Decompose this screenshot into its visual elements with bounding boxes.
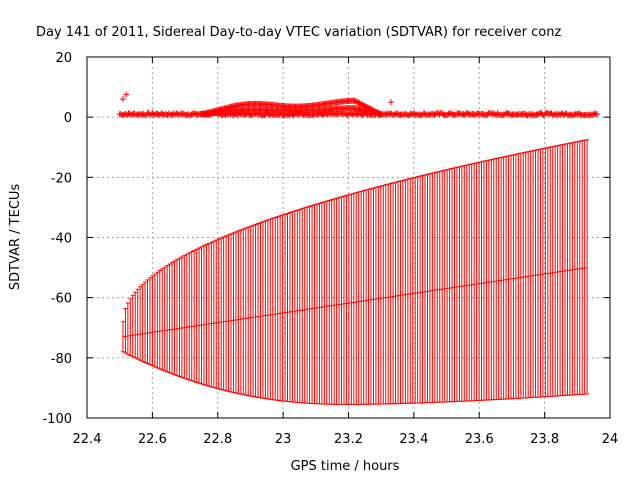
y-tick-label: -40: [51, 232, 72, 247]
plus-marker: [571, 111, 578, 118]
plus-marker: [178, 111, 185, 118]
plus-marker: [188, 111, 195, 118]
x-tick-label: 23.4: [399, 432, 428, 447]
plus-marker: [238, 110, 245, 117]
plus-marker: [150, 111, 157, 118]
plus-marker: [387, 99, 394, 106]
plus-marker: [326, 110, 333, 117]
plus-marker: [532, 112, 539, 119]
y-tick-label: -20: [51, 171, 72, 186]
plus-marker: [468, 111, 475, 118]
plus-marker: [547, 110, 554, 117]
plus-marker: [591, 110, 598, 117]
plus-marker: [165, 110, 172, 117]
plus-marker: [444, 112, 451, 119]
plus-marker: [587, 112, 594, 119]
plus-marker: [162, 111, 169, 118]
plus-marker: [248, 111, 255, 118]
plus-marker: [553, 112, 560, 119]
plus-marker: [354, 111, 361, 118]
plus-marker: [422, 112, 429, 119]
plus-marker: [295, 111, 302, 118]
plus-marker: [499, 112, 506, 119]
plus-marker: [140, 111, 147, 118]
x-tick-label: 24: [602, 432, 619, 447]
chart-title: Day 141 of 2011, Sidereal Day-to-day VTE…: [36, 25, 561, 40]
x-tick-label: 23.2: [334, 432, 363, 447]
x-tick-label: 23: [275, 432, 292, 447]
plus-marker: [446, 110, 453, 117]
plus-marker: [125, 110, 132, 117]
mean-line: [122, 267, 588, 338]
y-tick-label: -80: [51, 352, 72, 367]
series-group: [116, 91, 600, 405]
x-axis-label: GPS time / hours: [291, 459, 400, 474]
y-tick-label: -100: [42, 412, 72, 427]
plus-marker: [432, 110, 439, 117]
plus-marker: [479, 110, 486, 117]
plus-marker: [154, 110, 161, 117]
x-tick-label: 23.6: [465, 432, 494, 447]
plus-marker: [416, 111, 423, 118]
plus-marker: [554, 110, 561, 117]
x-tick-label: 22.4: [73, 432, 102, 447]
axis-ticks: 22.4 22.6 22.8 23 23.2 23.4 23.6 23.8 24 -100 -80 -…: [42, 51, 618, 447]
x-tick-label: 23.8: [530, 432, 559, 447]
plus-marker: [484, 111, 491, 118]
plus-marker: [358, 112, 365, 119]
plus-marker: [518, 111, 525, 118]
x-tick-label: 22.6: [138, 432, 167, 447]
plus-marker: [123, 91, 130, 98]
plus-marker: [551, 111, 558, 118]
plus-marker: [403, 111, 410, 118]
plus-marker: [593, 111, 600, 118]
plus-marker: [378, 111, 385, 118]
y-tick-label: 0: [64, 111, 72, 126]
plus-marker: [119, 96, 126, 103]
plus-marker: [190, 110, 197, 117]
plus-marker: [534, 111, 541, 118]
y-tick-label: -60: [51, 292, 72, 307]
y-tick-label: 20: [55, 51, 72, 66]
plus-marker: [310, 112, 317, 119]
x-tick-label: 22.8: [203, 432, 232, 447]
plus-marker: [129, 111, 136, 118]
plus-marker: [529, 110, 536, 117]
y-axis-label: SDTVAR / TECUs: [8, 184, 23, 291]
